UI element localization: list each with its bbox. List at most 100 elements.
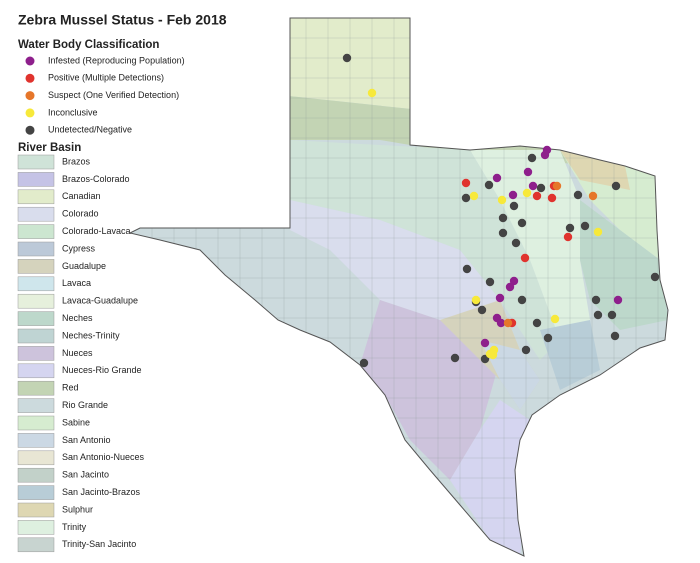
site-dot xyxy=(563,232,573,242)
legend-dot xyxy=(25,91,35,101)
legend-label: Sulphur xyxy=(62,504,93,514)
site-dot xyxy=(342,53,352,63)
site-dot xyxy=(593,310,603,320)
site-dot xyxy=(517,218,527,228)
site-dot xyxy=(498,228,508,238)
legend-swatch xyxy=(17,311,55,326)
site-dot xyxy=(550,314,560,324)
legend-swatch xyxy=(17,502,55,518)
legend-label: Sabine xyxy=(62,417,90,427)
site-dot xyxy=(469,191,479,201)
legend-label: San Jacinto xyxy=(62,470,109,480)
legend-swatch xyxy=(17,398,55,413)
site-dot xyxy=(536,183,546,193)
site-dot xyxy=(588,191,598,201)
legend-swatch xyxy=(17,328,55,344)
site-dot xyxy=(495,293,505,303)
legend-swatch xyxy=(17,346,55,361)
site-dot xyxy=(520,253,530,263)
legend-swatch xyxy=(17,520,55,535)
site-dot xyxy=(552,181,562,191)
legend-dot xyxy=(25,125,35,135)
legend-swatch xyxy=(17,293,55,309)
legend-label: Trinity-San Jacinto xyxy=(62,539,136,549)
site-dot xyxy=(480,338,490,348)
legend-label: Lavaca xyxy=(62,278,91,288)
site-dot xyxy=(591,295,601,305)
site-dot xyxy=(509,201,519,211)
site-dot xyxy=(528,181,538,191)
legend-label: San Antonio-Nueces xyxy=(62,452,145,462)
legend-swatch xyxy=(17,433,55,448)
legend-swatch xyxy=(17,485,55,500)
site-dot xyxy=(593,227,603,237)
site-dot xyxy=(484,180,494,190)
site-dot xyxy=(611,181,621,191)
legend-label: Nueces-Rio Grande xyxy=(62,365,142,375)
site-dot xyxy=(532,191,542,201)
site-dot xyxy=(485,349,495,359)
legend-swatch xyxy=(17,467,55,483)
legend-swatch xyxy=(17,259,55,274)
site-dot xyxy=(461,178,471,188)
legend-swatch xyxy=(17,415,55,431)
legend-label: Canadian xyxy=(62,191,101,201)
legend-swatch xyxy=(17,276,55,292)
site-dot xyxy=(610,331,620,341)
legend-label: San Antonio xyxy=(62,435,111,445)
site-dot xyxy=(522,188,532,198)
site-dot xyxy=(462,264,472,274)
site-dot xyxy=(509,276,519,286)
legend-swatch xyxy=(17,172,55,187)
legend-label: Guadalupe xyxy=(62,261,106,271)
legend-dot xyxy=(25,56,35,66)
legend-label: Positive (Multiple Detections) xyxy=(48,73,164,83)
site-dot xyxy=(573,190,583,200)
site-dot xyxy=(496,318,506,328)
site-dot xyxy=(540,150,550,160)
legend-label: Brazos xyxy=(62,156,91,166)
legend-label: Rio Grande xyxy=(62,400,108,410)
site-dot xyxy=(477,305,487,315)
sites xyxy=(342,53,660,368)
legend-swatch xyxy=(17,189,55,205)
site-dot xyxy=(532,318,542,328)
site-dot xyxy=(521,345,531,355)
legend-dot xyxy=(25,108,35,118)
legend-label: Neches xyxy=(62,313,93,323)
legend-swatch xyxy=(17,363,55,379)
site-dot xyxy=(523,167,533,177)
legend-label: Lavaca-Guadalupe xyxy=(62,296,138,306)
legend-label: Brazos-Colorado xyxy=(62,174,130,184)
site-dot xyxy=(471,295,481,305)
map-title: Zebra Mussel Status - Feb 2018 xyxy=(18,12,227,28)
legend-swatch xyxy=(17,450,55,466)
legend-swatch xyxy=(17,154,55,170)
legend-swatch xyxy=(17,206,55,222)
legend-label: Trinity xyxy=(62,522,87,532)
site-dot xyxy=(650,272,660,282)
legend-dot xyxy=(25,73,35,83)
legend-label: Neches-Trinity xyxy=(62,330,120,340)
basin-region xyxy=(450,400,530,556)
site-dot xyxy=(543,333,553,343)
legend-label: Red xyxy=(62,383,79,393)
site-dot xyxy=(613,295,623,305)
legend-label: Cypress xyxy=(62,243,96,253)
site-dot xyxy=(497,195,507,205)
legend-label: Infested (Reproducing Population) xyxy=(48,55,185,65)
site-dot xyxy=(527,153,537,163)
site-dot xyxy=(565,223,575,233)
site-dot xyxy=(547,193,557,203)
legend-title: Water Body Classification xyxy=(18,39,159,51)
site-dot xyxy=(508,190,518,200)
site-dot xyxy=(505,282,515,292)
site-dot xyxy=(607,310,617,320)
legend-swatch xyxy=(17,224,55,239)
site-dot xyxy=(492,173,502,183)
site-dot xyxy=(498,213,508,223)
legend-label: Colorado-Lavaca xyxy=(62,226,131,236)
site-dot xyxy=(511,238,521,248)
legend-label: Undetected/Negative xyxy=(48,125,132,135)
